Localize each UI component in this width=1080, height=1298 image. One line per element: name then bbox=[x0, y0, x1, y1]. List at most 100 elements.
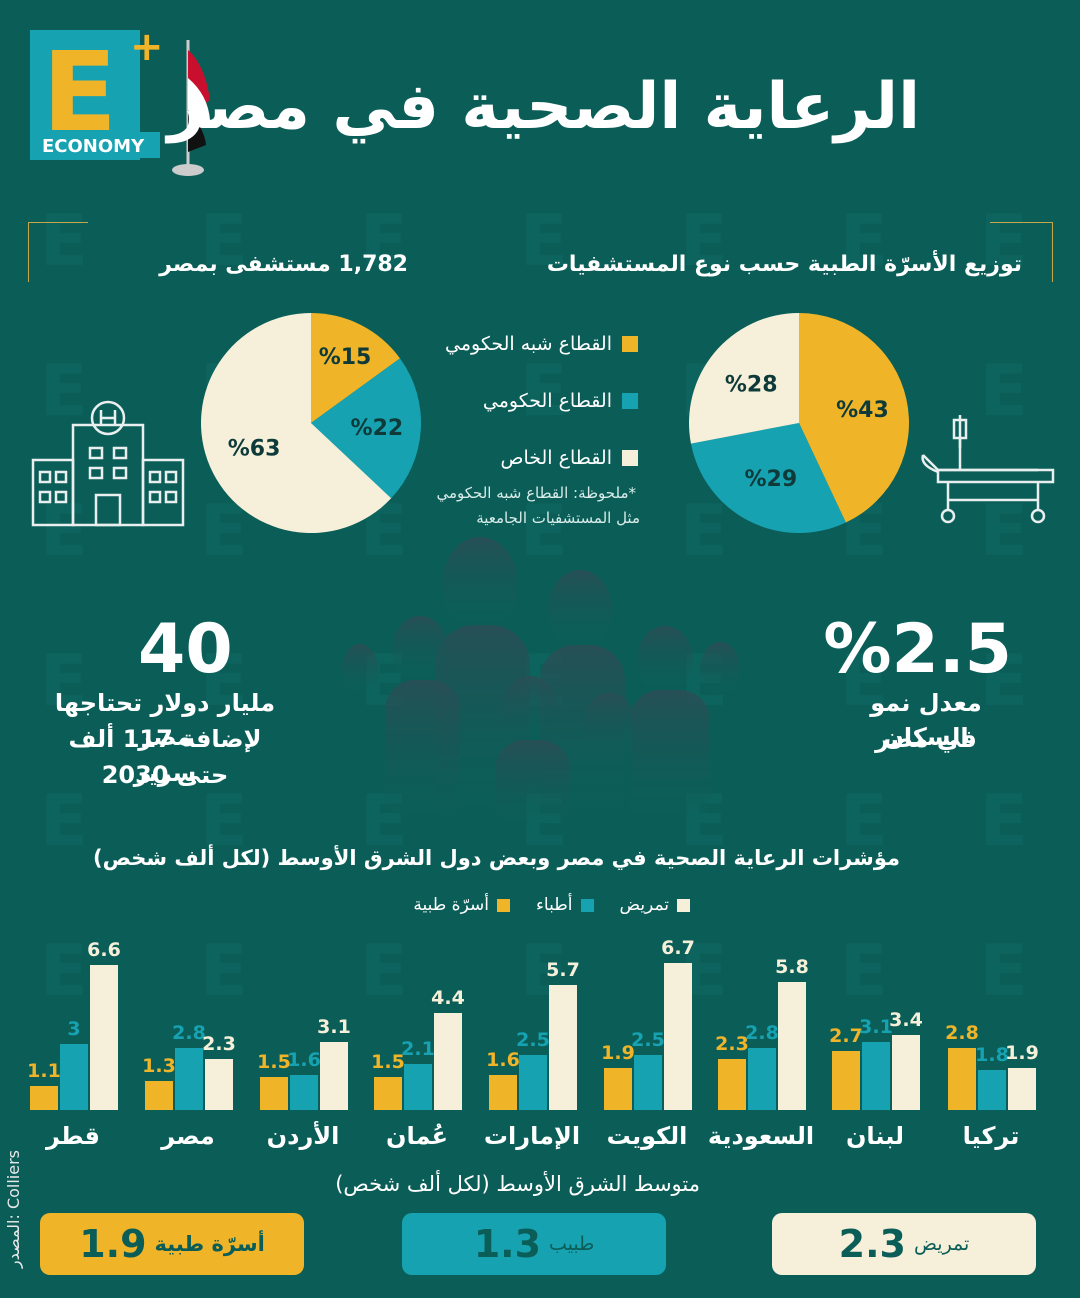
chart-legend-nursing: تمريض bbox=[620, 895, 690, 915]
watermark-e: E bbox=[360, 200, 408, 282]
watermark-e: E bbox=[200, 930, 248, 1012]
watermark-e: E bbox=[840, 930, 888, 1012]
beds-pie-chart: %43 %29 %28 bbox=[689, 313, 909, 533]
legend-label-semi-gov: القطاع شبه الحكومي bbox=[445, 333, 612, 355]
legend-item-private: القطاع الخاص bbox=[500, 447, 638, 469]
bar-label-2-2: 3.1 bbox=[317, 1015, 351, 1038]
bar-label-2-0: 6.6 bbox=[87, 938, 121, 961]
swatch-semi-gov bbox=[622, 336, 638, 352]
averages-title: متوسط الشرق الأوسط (لكل ألف شخص) bbox=[335, 1172, 700, 1196]
watermark-e: E bbox=[520, 200, 568, 282]
hospitals-pie-slice-label-0: %15 bbox=[319, 345, 372, 370]
watermark-e: E bbox=[40, 930, 88, 1012]
watermark-e: E bbox=[520, 490, 568, 572]
bar-label-1-7: 3.1 bbox=[859, 1015, 893, 1038]
hospitals-pie-slice-label-1: %22 bbox=[351, 416, 404, 441]
chart-legend-beds-label: أسرّة طبية bbox=[413, 895, 489, 915]
investment-label-3: حتى 2030 bbox=[101, 761, 229, 789]
legend-item-semi-gov: القطاع شبه الحكومي bbox=[445, 333, 638, 355]
bar-0-3 bbox=[374, 1077, 402, 1110]
bar-label-1-8: 1.8 bbox=[975, 1044, 1009, 1067]
bar-2-1 bbox=[205, 1059, 233, 1110]
economy-logo: E ECONOMY + bbox=[30, 30, 160, 160]
beds-pie-slice-label-2: %28 bbox=[725, 372, 778, 397]
avg-nursing-label: تمريض bbox=[914, 1233, 970, 1255]
bar-label-0-3: 1.5 bbox=[371, 1051, 405, 1073]
bar-label-2-6: 5.8 bbox=[775, 956, 809, 979]
hospital-icon bbox=[31, 400, 185, 527]
bar-2-0 bbox=[90, 964, 118, 1110]
bar-label-0-6: 2.3 bbox=[715, 1033, 749, 1056]
country-label-2: الأردن bbox=[266, 1122, 340, 1150]
bar-label-2-4: 5.7 bbox=[546, 958, 580, 981]
bar-label-2-8: 1.9 bbox=[1005, 1042, 1039, 1065]
section-rule-right-vertical bbox=[1052, 222, 1053, 282]
bar-1-6 bbox=[748, 1048, 776, 1110]
watermark-e: E bbox=[840, 640, 888, 722]
watermark-e: E bbox=[200, 780, 248, 862]
watermark-e: E bbox=[360, 930, 408, 1012]
watermark-e: E bbox=[40, 200, 88, 282]
watermark-e: E bbox=[980, 640, 1028, 722]
watermark-e: E bbox=[520, 350, 568, 432]
hospitals-pie-slice-label-2: %63 bbox=[228, 437, 281, 462]
watermark-e: E bbox=[200, 200, 248, 282]
chart-title: مؤشرات الرعاية الصحية في مصر وبعض دول ال… bbox=[93, 846, 900, 870]
hospitals-pie-slice-0 bbox=[311, 313, 400, 423]
bar-1-8 bbox=[978, 1070, 1006, 1110]
bar-label-2-5: 6.7 bbox=[661, 936, 695, 959]
watermark-e: E bbox=[840, 200, 888, 282]
bar-0-8 bbox=[948, 1048, 976, 1110]
swatch-gov bbox=[622, 393, 638, 409]
chart-legend: تمريض أطباء أسرّة طبية bbox=[413, 895, 690, 915]
hospitals-pie-slice-1 bbox=[311, 358, 421, 499]
legend-item-gov: القطاع الحكومي bbox=[483, 390, 638, 412]
bar-2-7 bbox=[892, 1035, 920, 1110]
bar-2-4 bbox=[549, 984, 577, 1110]
avg-beds-label: أسرّة طبية bbox=[154, 1232, 265, 1256]
section-rule-left bbox=[28, 222, 88, 223]
bar-label-1-6: 2.8 bbox=[745, 1022, 779, 1045]
avg-nursing-box: تمريض 2.3 bbox=[772, 1213, 1036, 1275]
section-rule-right bbox=[990, 222, 1052, 223]
watermark-e: E bbox=[680, 200, 728, 282]
avg-nursing-value: 2.3 bbox=[838, 1222, 906, 1266]
watermark-e: E bbox=[40, 780, 88, 862]
watermark-e: E bbox=[40, 490, 88, 572]
watermark-e: E bbox=[980, 780, 1028, 862]
bar-label-0-7: 2.7 bbox=[829, 1024, 863, 1047]
bar-1-2 bbox=[290, 1074, 318, 1110]
bar-2-2 bbox=[320, 1041, 348, 1110]
bar-label-0-0: 1.1 bbox=[27, 1059, 61, 1082]
beds-pie-slice-2 bbox=[689, 313, 799, 444]
bar-label-1-0: 3 bbox=[67, 1018, 81, 1040]
bar-1-5 bbox=[634, 1055, 662, 1110]
beds-pie-slice-label-0: %43 bbox=[836, 398, 889, 423]
bar-1-7 bbox=[862, 1041, 890, 1110]
bar-label-0-8: 2.8 bbox=[945, 1022, 979, 1045]
bar-1-0 bbox=[60, 1044, 88, 1110]
hospitals-pie-chart: %15 %22 %63 bbox=[200, 313, 421, 533]
egypt-flag-icon bbox=[172, 40, 210, 176]
avg-doctors-box: طبيب 1.3 bbox=[402, 1213, 666, 1275]
bar-label-2-7: 3.4 bbox=[889, 1009, 923, 1032]
watermark-e: E bbox=[40, 350, 88, 432]
bar-0-2 bbox=[260, 1077, 288, 1110]
country-label-8: تركيا bbox=[962, 1122, 1020, 1150]
page-title: الرعاية الصحية في مصر bbox=[167, 70, 920, 144]
country-label-7: لبنان bbox=[845, 1122, 905, 1150]
avg-beds-value: 1.9 bbox=[79, 1222, 147, 1266]
source-label: المصدر: Colliers bbox=[4, 1150, 23, 1269]
bar-2-5 bbox=[664, 962, 692, 1110]
bar-label-1-2: 1.6 bbox=[287, 1048, 321, 1071]
bar-1-4 bbox=[519, 1055, 547, 1110]
hospitals-pie-slice-2 bbox=[200, 313, 392, 533]
hospitals-count-title: 1,782 مستشفى بمصر bbox=[159, 252, 408, 277]
chart-legend-beds: أسرّة طبية bbox=[413, 895, 510, 915]
avg-doctors-label: طبيب bbox=[549, 1233, 595, 1255]
bar-0-4 bbox=[489, 1074, 517, 1110]
watermark-e: E bbox=[840, 780, 888, 862]
logo-text: ECONOMY bbox=[42, 136, 145, 157]
population-growth-value: %2.5 bbox=[823, 610, 1012, 689]
beds-pie-slice-0 bbox=[799, 313, 909, 523]
